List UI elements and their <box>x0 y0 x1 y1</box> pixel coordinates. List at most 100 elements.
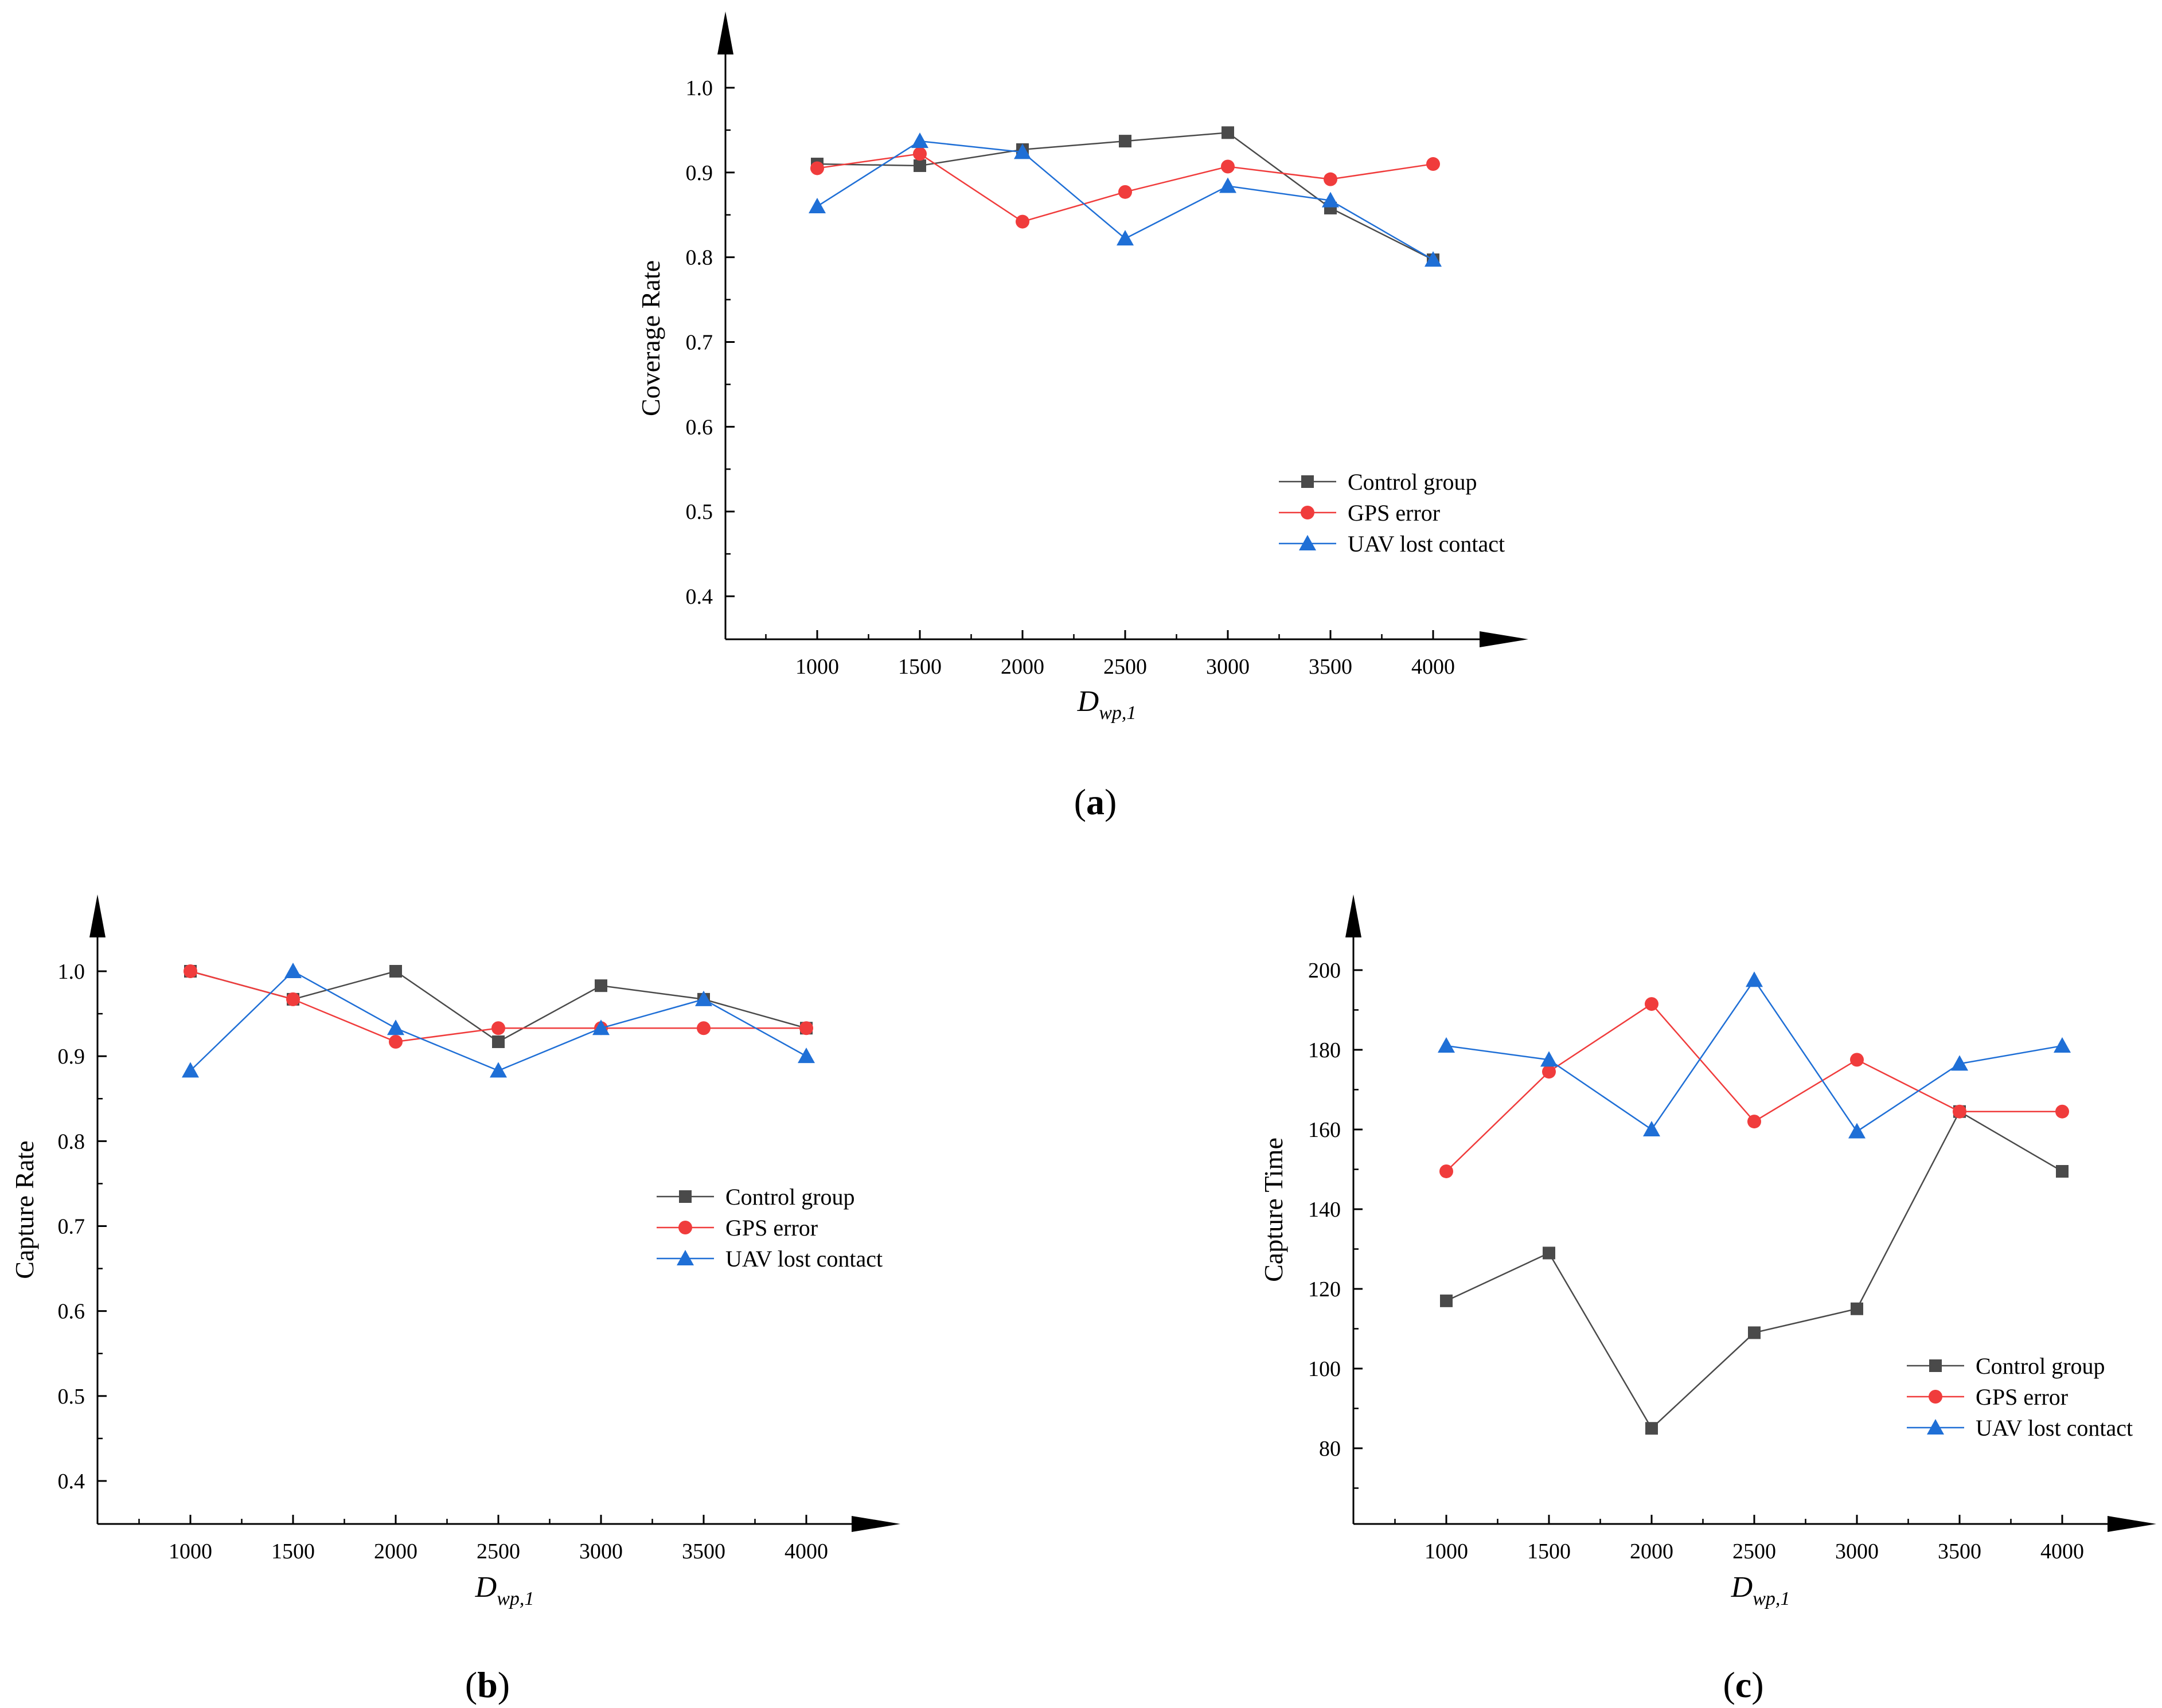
data-point <box>1747 1115 1761 1129</box>
x-tick-label: 4000 <box>1411 655 1455 679</box>
data-point <box>1426 157 1440 171</box>
series-uav-lost-contact <box>809 132 1442 267</box>
data-point <box>1848 1123 1866 1139</box>
x-tick-label: 4000 <box>785 1539 828 1564</box>
y-axis-arrow <box>717 11 733 54</box>
data-point <box>1543 1246 1555 1260</box>
data-point <box>286 992 300 1006</box>
data-point <box>798 1048 815 1064</box>
y-tick-label: 0.6 <box>58 1300 85 1324</box>
y-tick-label: 160 <box>1308 1118 1341 1142</box>
data-point <box>1118 185 1132 199</box>
y-tick-label: 200 <box>1308 959 1341 983</box>
data-point <box>491 1021 505 1035</box>
legend-marker <box>677 1250 694 1265</box>
series-line <box>1446 1003 2062 1172</box>
legend-entry: UAV lost contact <box>1976 1415 2133 1441</box>
series-control-group <box>1440 1105 2069 1435</box>
x-tick-label: 4000 <box>2040 1539 2084 1564</box>
x-axis-title: Dwp,1 <box>1731 1571 1790 1609</box>
data-point <box>182 1062 199 1078</box>
legend-marker <box>1301 506 1314 519</box>
data-point <box>1645 997 1658 1011</box>
y-axis-arrow <box>1345 894 1361 937</box>
x-axis-title-main: D <box>1731 1571 1753 1604</box>
data-point <box>595 979 607 992</box>
series-control-group <box>184 965 813 1048</box>
x-tick-label: 2000 <box>1001 655 1044 679</box>
y-tick-label: 1.0 <box>58 960 85 984</box>
data-point <box>1016 214 1029 229</box>
data-point <box>1643 1121 1660 1136</box>
data-point <box>1439 1164 1453 1178</box>
legend: Control group GPS error UAV lost contact <box>1907 1353 2133 1441</box>
data-point <box>492 1035 505 1048</box>
data-point <box>1542 1065 1556 1079</box>
x-axis-arrow <box>1480 631 1528 647</box>
y-tick-label: 80 <box>1319 1437 1341 1461</box>
data-point <box>1324 172 1337 186</box>
y-tick-label: 0.8 <box>58 1129 85 1154</box>
chart-panel-3: 80 100 120 140 160 180 200 1000 1500 2000 2500 3000… <box>1259 894 2156 1705</box>
data-point <box>284 963 302 978</box>
x-tick-label: 3500 <box>682 1539 725 1564</box>
y-tick-label: 0.5 <box>58 1385 85 1409</box>
panel-label-letter: b <box>477 1664 498 1705</box>
y-tick-label: 120 <box>1308 1277 1341 1301</box>
data-point <box>1748 1326 1761 1339</box>
legend-marker <box>679 1190 692 1203</box>
panel-label-paren: ( <box>465 1664 477 1705</box>
data-point <box>2054 1037 2071 1053</box>
data-point <box>1222 126 1234 139</box>
data-point <box>389 1034 403 1049</box>
data-point <box>697 1021 711 1035</box>
data-point <box>1322 191 1339 208</box>
y-axis-title: Coverage Rate <box>636 260 665 416</box>
legend-entry: GPS error <box>1976 1384 2068 1410</box>
data-point <box>799 1021 813 1035</box>
legend-entry: GPS error <box>1348 500 1440 526</box>
data-point <box>1951 1055 1968 1071</box>
x-tick-label: 2000 <box>374 1539 417 1564</box>
legend-marker <box>1299 535 1316 550</box>
y-axis-title: Capture Time <box>1259 1138 1288 1282</box>
legend-entry: GPS error <box>725 1215 818 1241</box>
data-point <box>911 132 928 148</box>
legend-marker <box>1929 1390 1942 1404</box>
x-axis-arrow <box>2108 1516 2156 1532</box>
data-point <box>1645 1422 1658 1435</box>
x-axis-title-main: D <box>475 1571 497 1604</box>
panel-label-paren: ( <box>1723 1664 1735 1705</box>
x-tick-label: 3000 <box>1835 1539 1879 1564</box>
data-point <box>1117 230 1134 246</box>
data-point <box>1119 135 1131 148</box>
panel-label: (b) <box>465 1664 510 1705</box>
x-tick-label: 2000 <box>1630 1539 1673 1564</box>
series-gps-error <box>1439 997 2069 1178</box>
panel-label-letter: a <box>1086 781 1105 822</box>
x-axis-title: Dwp,1 <box>1077 685 1137 724</box>
x-axis-title-subscript: wp,1 <box>1753 1588 1790 1609</box>
legend-marker <box>678 1221 692 1234</box>
legend: Control group GPS error UAV lost contact <box>1279 469 1505 557</box>
x-tick-label: 2500 <box>477 1539 520 1564</box>
x-axis-title-subscript: wp,1 <box>1099 702 1136 724</box>
x-axis-title: Dwp,1 <box>475 1571 534 1609</box>
panel-label-paren: ) <box>498 1664 510 1705</box>
series-line <box>190 970 807 1072</box>
x-tick-label: 3500 <box>1309 655 1352 679</box>
y-tick-label: 0.6 <box>686 415 713 439</box>
legend-entry: UAV lost contact <box>725 1246 883 1272</box>
data-point <box>1221 159 1235 174</box>
data-point <box>387 1019 404 1035</box>
panel-label: (c) <box>1723 1664 1763 1705</box>
panel-label-paren: ) <box>1751 1664 1763 1705</box>
x-tick-label: 2500 <box>1732 1539 1776 1564</box>
data-point <box>2055 1104 2069 1119</box>
legend-entry: Control group <box>1976 1353 2105 1379</box>
data-point <box>1850 1053 1864 1067</box>
y-tick-label: 0.4 <box>686 585 713 609</box>
legend-marker <box>1301 475 1314 488</box>
data-point <box>1851 1302 1863 1315</box>
